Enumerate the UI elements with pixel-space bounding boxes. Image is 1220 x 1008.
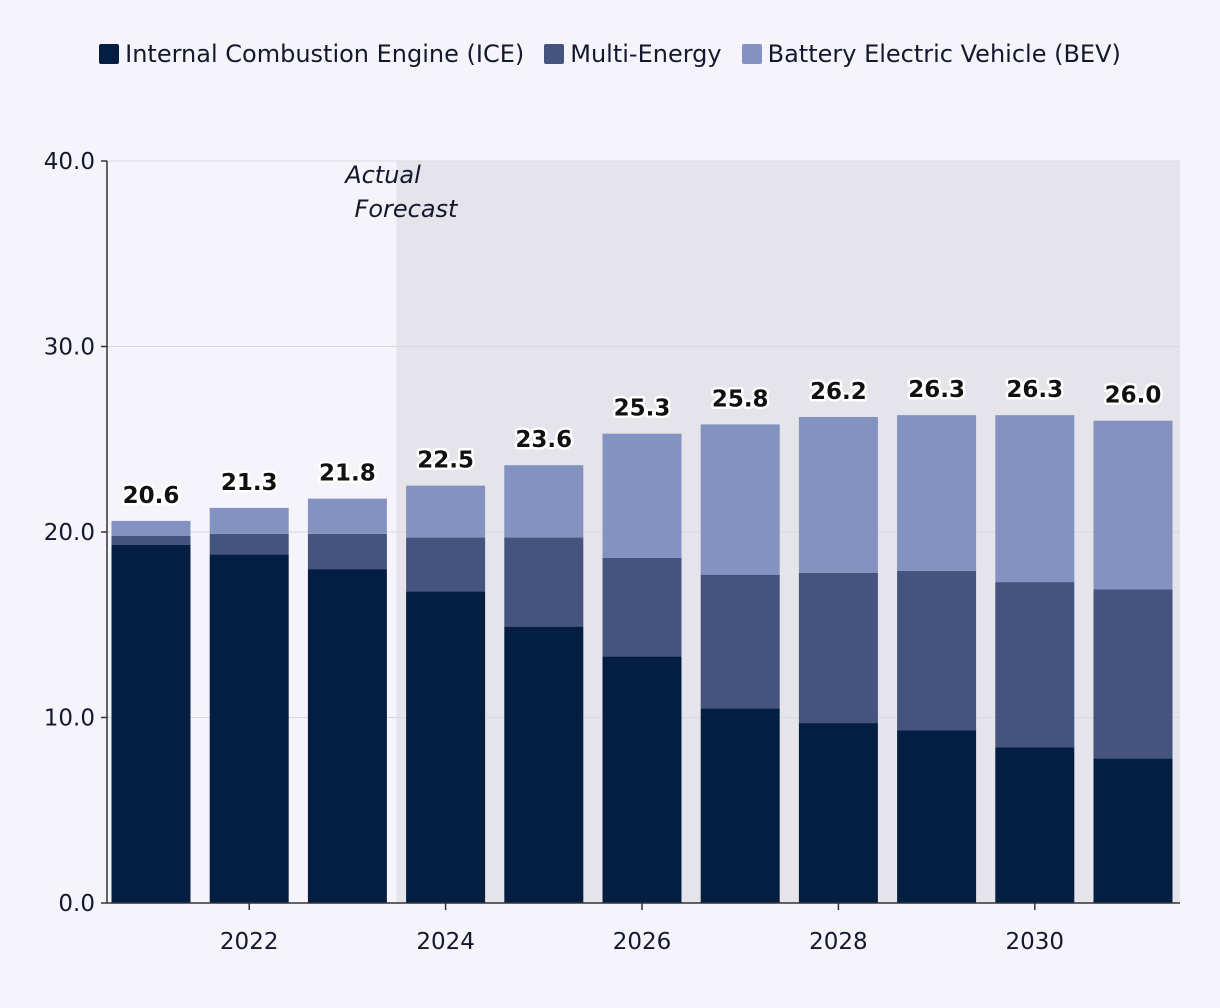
bar-segment-ice <box>1093 758 1173 903</box>
legend-swatch-ice <box>99 44 120 64</box>
bar-segment-bev <box>602 433 682 558</box>
data-label-total: 22.5 <box>417 448 474 474</box>
legend-item-bev: Battery Electric Vehicle (BEV) <box>741 40 1121 68</box>
x-tick-label: 2026 <box>613 929 672 955</box>
legend-swatch-bev <box>741 44 762 64</box>
bar-segment-bev <box>700 424 780 575</box>
x-tick-label: 2024 <box>416 929 475 955</box>
bar-segment-multi-energy <box>1093 589 1173 759</box>
bar-segment-ice <box>307 569 387 903</box>
bar-segment-multi-energy <box>602 557 682 657</box>
y-tick-label: 20.0 <box>44 520 95 546</box>
bar-segment-bev <box>307 498 387 534</box>
data-label-total: 26.2 <box>810 379 867 405</box>
data-label-total: 26.3 <box>1006 377 1063 403</box>
bar-segment-ice <box>798 723 878 903</box>
bar-segment-multi-energy <box>504 537 584 627</box>
bar-segment-ice <box>111 544 191 903</box>
bar-segment-multi-energy <box>897 570 977 731</box>
y-axis-ticks: 0.0 10.0 20.0 30.0 40.0 <box>44 149 107 917</box>
bar-segment-bev <box>406 485 486 538</box>
bar-segment-bev <box>1093 420 1173 590</box>
y-tick-label: 40.0 <box>44 149 95 175</box>
bar-segment-bev <box>995 415 1075 583</box>
bar-segment-multi-energy <box>209 533 289 555</box>
data-label-total: 25.8 <box>712 386 769 412</box>
bar-segment-multi-energy <box>700 574 780 709</box>
bar-segment-multi-energy <box>111 535 191 545</box>
bar-segment-ice <box>602 656 682 903</box>
legend-swatch-multi-energy <box>544 44 565 64</box>
bar-segment-ice <box>406 591 486 903</box>
data-label-total: 20.6 <box>123 483 180 509</box>
bar-segment-multi-energy <box>307 533 387 570</box>
y-tick-label: 30.0 <box>44 335 95 361</box>
annotation-actual: Actual <box>343 161 421 189</box>
legend-item-multi-energy: Multi-Energy <box>544 40 722 68</box>
bar-segment-bev <box>504 465 584 538</box>
bar-segment-bev <box>209 507 289 534</box>
x-tick-label: 2028 <box>809 929 868 955</box>
x-axis-ticks: 2022 2024 2026 2028 2030 <box>220 903 1064 955</box>
legend-label-ice: Internal Combustion Engine (ICE) <box>125 40 525 68</box>
data-label-total: 21.8 <box>319 461 376 487</box>
data-label-total: 26.0 <box>1105 383 1162 409</box>
legend-label-multi-energy: Multi-Energy <box>570 40 722 68</box>
bars <box>111 415 1173 903</box>
data-labels: 20.6 21.3 21.8 22.5 23.6 25.3 25.8 26.2 26.3 26.3… <box>120 375 1164 512</box>
annotation-forecast: Forecast <box>355 195 460 223</box>
bar-segment-bev <box>111 520 191 536</box>
legend-label-bev: Battery Electric Vehicle (BEV) <box>767 40 1121 68</box>
bar-segment-ice <box>995 747 1075 903</box>
bar-segment-bev <box>897 415 977 571</box>
legend-item-ice: Internal Combustion Engine (ICE) <box>99 40 524 68</box>
bar-segment-multi-energy <box>995 582 1075 748</box>
bar-segment-ice <box>897 730 977 903</box>
x-tick-label: 2030 <box>1006 929 1065 955</box>
data-label-total: 25.3 <box>614 396 671 422</box>
data-label-total: 21.3 <box>221 470 278 496</box>
y-tick-label: 0.0 <box>58 891 95 917</box>
bar-segment-bev <box>798 416 878 573</box>
y-tick-label: 10.0 <box>44 706 95 732</box>
bar-segment-ice <box>504 626 584 903</box>
bar-segment-multi-energy <box>406 537 486 592</box>
bar-segment-ice <box>209 554 289 903</box>
x-tick-label: 2022 <box>220 929 279 955</box>
bar-segment-multi-energy <box>798 572 878 724</box>
chart-legend: Internal Combustion Engine (ICE) Multi-E… <box>0 40 1220 68</box>
data-label-total: 23.6 <box>515 427 572 453</box>
data-label-total: 26.3 <box>908 377 965 403</box>
bar-segment-ice <box>700 708 780 903</box>
